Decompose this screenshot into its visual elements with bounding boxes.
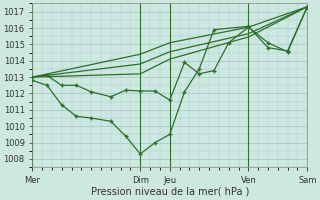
X-axis label: Pression niveau de la mer( hPa ): Pression niveau de la mer( hPa ): [91, 187, 249, 197]
